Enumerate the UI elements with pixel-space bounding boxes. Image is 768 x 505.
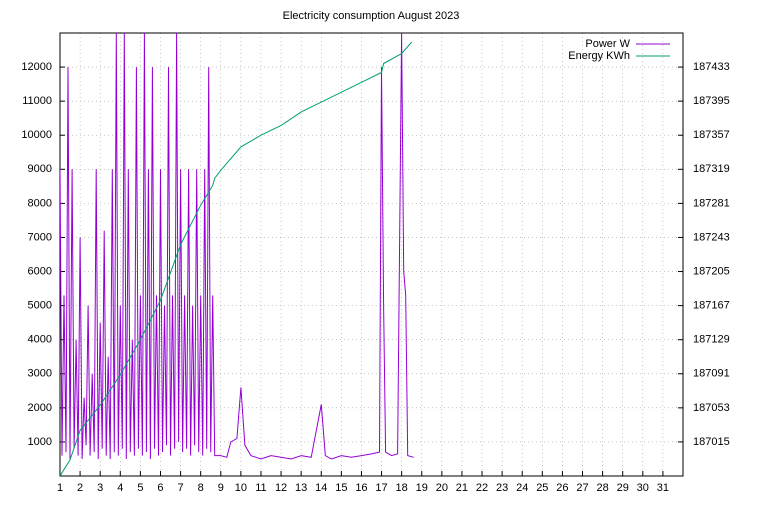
x-tick-label: 3 (97, 482, 103, 494)
y2-tick-label: 187129 (693, 334, 730, 346)
y2-tick-label: 187205 (693, 265, 730, 277)
legend-label: Energy KWh (568, 50, 630, 62)
x-tick-label: 30 (637, 482, 649, 494)
x-tick-label: 13 (295, 482, 307, 494)
x-tick-label: 10 (235, 482, 247, 494)
x-tick-label: 24 (516, 482, 528, 494)
y2-tick-label: 187395 (693, 95, 730, 107)
x-tick-label: 28 (596, 482, 608, 494)
x-tick-label: 17 (375, 482, 387, 494)
x-tick-label: 21 (456, 482, 468, 494)
y-tick-label: 12000 (21, 61, 52, 73)
y-tick-label: 6000 (28, 265, 52, 277)
y-tick-label: 1000 (28, 436, 52, 448)
plot-frame (59, 32, 684, 477)
x-tick-label: 16 (355, 482, 367, 494)
x-tick-label: 26 (556, 482, 568, 494)
x-tick-label: 29 (617, 482, 629, 494)
y2-tick-label: 187357 (693, 129, 730, 141)
x-tick-label: 11 (255, 482, 266, 494)
chart-title: Electricity consumption August 2023 (283, 10, 460, 22)
y2-tick-label: 187091 (693, 368, 730, 380)
y-tick-label: 4000 (28, 334, 52, 346)
x-tick-label: 12 (275, 482, 287, 494)
y-tick-label: 2000 (28, 402, 52, 414)
series-line (60, 41, 413, 476)
x-tick-label: 7 (178, 482, 184, 494)
x-tick-label: 8 (198, 482, 204, 494)
x-tick-label: 20 (436, 482, 448, 494)
x-tick-label: 9 (218, 482, 224, 494)
x-tick-label: 25 (536, 482, 548, 494)
y2-tick-label: 187167 (693, 300, 730, 312)
x-tick-label: 19 (416, 482, 428, 494)
y2-tick-label: 187281 (693, 197, 730, 209)
y-tick-label: 7000 (28, 231, 52, 243)
y-tick-label: 8000 (28, 197, 52, 209)
x-tick-label: 18 (396, 482, 408, 494)
y2-tick-label: 187015 (693, 436, 730, 448)
x-tick-label: 23 (496, 482, 508, 494)
y-tick-label: 11000 (22, 95, 52, 107)
x-tick-label: 6 (157, 482, 163, 494)
y2-tick-label: 187243 (693, 231, 730, 243)
x-tick-label: 2 (77, 482, 83, 494)
x-tick-label: 15 (335, 482, 347, 494)
x-tick-label: 5 (137, 482, 143, 494)
x-tick-label: 22 (476, 482, 488, 494)
y2-tick-label: 187319 (693, 163, 730, 175)
x-tick-label: 1 (57, 482, 63, 494)
y-tick-label: 10000 (21, 129, 52, 141)
y-tick-label: 3000 (28, 368, 52, 380)
x-tick-label: 27 (576, 482, 588, 494)
y-tick-label: 9000 (28, 163, 52, 175)
series-line (60, 33, 414, 460)
x-tick-label: 31 (657, 482, 669, 494)
y2-tick-label: 187053 (693, 402, 730, 414)
x-tick-label: 14 (315, 482, 327, 494)
legend-label: Power W (585, 38, 630, 50)
y-tick-label: 5000 (28, 300, 52, 312)
x-tick-label: 4 (117, 482, 123, 494)
y2-tick-label: 187433 (693, 61, 730, 73)
